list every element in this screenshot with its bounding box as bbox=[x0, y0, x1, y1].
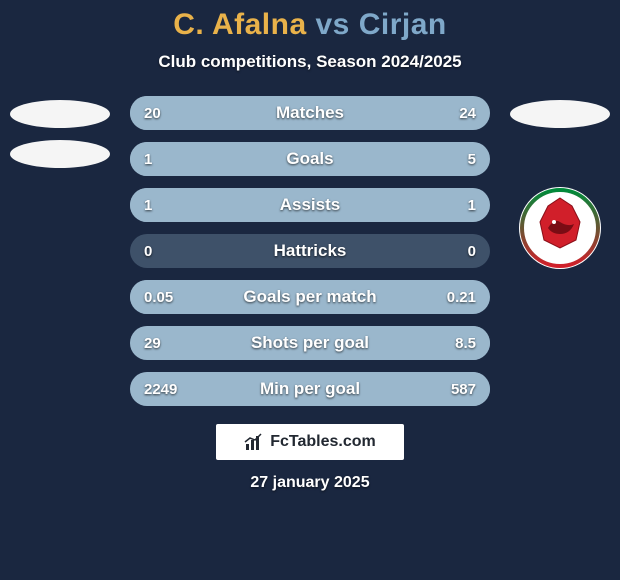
stat-row: Shots per goal29 8.5 bbox=[130, 326, 490, 360]
stat-label: Goals per match bbox=[130, 287, 490, 307]
comparison-card: C. Afalna vs Cirjan Club competitions, S… bbox=[0, 0, 620, 580]
right-club-badge bbox=[518, 186, 602, 270]
stat-row: Hattricks0 0 bbox=[130, 234, 490, 268]
stat-value-left: 20 bbox=[144, 105, 161, 122]
stat-row: Min per goal2249 587 bbox=[130, 372, 490, 406]
footer-date: 27 january 2025 bbox=[0, 474, 620, 492]
right-badge-column bbox=[500, 96, 620, 270]
stat-value-right: 24 bbox=[459, 105, 476, 122]
stat-value-left: 0.05 bbox=[144, 289, 173, 306]
stat-row: Goals per match0.05 0.21 bbox=[130, 280, 490, 314]
stat-value-left: 1 bbox=[144, 197, 152, 214]
left-badge-ellipse-2 bbox=[10, 140, 110, 168]
stat-label: Min per goal bbox=[130, 379, 490, 399]
club-badge-icon bbox=[518, 186, 602, 270]
stat-label: Assists bbox=[130, 195, 490, 215]
brand-text: FcTables.com bbox=[270, 433, 376, 451]
title-vs: vs bbox=[316, 8, 350, 41]
stat-row: Assists1 1 bbox=[130, 188, 490, 222]
content-area: Matches2024Goals15Assists11Hattricks00Go… bbox=[0, 96, 620, 406]
stat-label: Goals bbox=[130, 149, 490, 169]
brand-chart-icon bbox=[244, 432, 264, 452]
stat-value-right: 0 bbox=[468, 243, 476, 260]
stat-row: Goals1 5 bbox=[130, 142, 490, 176]
stat-row: Matches20 24 bbox=[130, 96, 490, 130]
brand-box: FcTables.com bbox=[216, 424, 404, 460]
stat-value-right: 8.5 bbox=[455, 335, 476, 352]
left-badge-column bbox=[0, 96, 120, 168]
player2-name: Cirjan bbox=[359, 8, 447, 41]
right-badge-ellipse-1 bbox=[510, 100, 610, 128]
stat-value-right: 0.21 bbox=[447, 289, 476, 306]
stat-value-left: 1 bbox=[144, 151, 152, 168]
stat-value-right: 1 bbox=[468, 197, 476, 214]
player1-name: C. Afalna bbox=[173, 8, 306, 41]
stat-label: Matches bbox=[130, 103, 490, 123]
subtitle: Club competitions, Season 2024/2025 bbox=[0, 52, 620, 72]
stat-value-left: 2249 bbox=[144, 381, 177, 398]
stat-bars: Matches2024Goals15Assists11Hattricks00Go… bbox=[130, 96, 490, 406]
stat-label: Shots per goal bbox=[130, 333, 490, 353]
stat-value-left: 29 bbox=[144, 335, 161, 352]
stat-label: Hattricks bbox=[130, 241, 490, 261]
page-title: C. Afalna vs Cirjan bbox=[0, 0, 620, 42]
stat-value-left: 0 bbox=[144, 243, 152, 260]
left-badge-ellipse-1 bbox=[10, 100, 110, 128]
stat-value-right: 5 bbox=[468, 151, 476, 168]
stat-value-right: 587 bbox=[451, 381, 476, 398]
